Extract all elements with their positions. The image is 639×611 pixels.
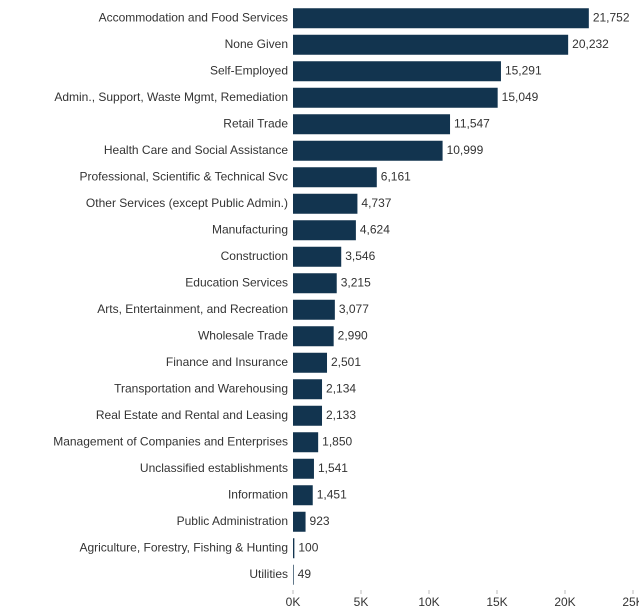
bar [293,87,498,108]
bar [293,485,313,506]
value-label: 923 [310,514,330,528]
value-label: 10,999 [447,143,484,157]
category-label: Real Estate and Rental and Leasing [96,408,288,422]
category-label: Education Services [185,275,288,289]
value-label: 4,737 [361,196,391,210]
value-label: 6,161 [381,169,411,183]
bar [293,379,323,400]
value-label: 1,451 [317,487,347,501]
category-label: Wholesale Trade [198,328,288,342]
bar [293,511,306,532]
bar [293,432,319,453]
value-label: 2,133 [326,408,356,422]
value-label: 2,134 [326,381,356,395]
bar [293,538,295,559]
value-label: 2,990 [338,328,368,342]
x-tick-label: 25K [622,595,639,609]
value-label: 49 [298,567,312,581]
value-label: 1,541 [318,461,348,475]
bar [293,352,328,373]
category-label: Management of Companies and Enterprises [53,434,288,448]
x-tick-label: 15K [486,595,507,609]
bar [293,140,443,161]
value-label: 3,077 [339,302,369,316]
value-label: 4,624 [360,222,390,236]
bar [293,299,335,320]
value-label: 20,232 [572,37,609,51]
bar [293,61,501,82]
value-label: 15,049 [502,90,539,104]
value-label: 11,547 [454,116,490,130]
category-label: Retail Trade [223,116,288,130]
bar [293,220,356,241]
category-label: Self-Employed [210,63,288,77]
value-label: 2,501 [331,355,361,369]
bar [293,458,314,479]
bar [293,34,569,55]
x-tick-label: 10K [418,595,439,609]
category-label: Utilities [249,567,288,581]
bar [293,246,342,267]
category-label: Public Administration [177,514,288,528]
category-label: None Given [225,37,288,51]
category-label: Finance and Insurance [166,355,288,369]
bar [293,114,451,135]
x-tick-label: 20K [554,595,575,609]
bar [293,167,377,188]
bar [293,273,337,294]
category-label: Arts, Entertainment, and Recreation [97,302,288,316]
category-label: Accommodation and Food Services [99,10,288,24]
value-label: 100 [298,540,318,554]
bar [293,405,323,426]
bar [293,8,589,29]
bar [293,326,334,347]
category-label: Health Care and Social Assistance [104,143,288,157]
category-label: Professional, Scientific & Technical Svc [79,169,288,183]
x-tick-label: 5K [354,595,369,609]
category-label: Unclassified establishments [140,461,288,475]
value-label: 1,850 [322,434,352,448]
x-tick-label: 0K [286,595,301,609]
category-label: Information [228,487,288,501]
category-label: Other Services (except Public Admin.) [86,196,288,210]
category-label: Agriculture, Forestry, Fishing & Hunting [79,540,288,554]
bar [293,564,294,585]
category-label: Manufacturing [212,222,288,236]
category-label: Admin., Support, Waste Mgmt, Remediation [54,90,288,104]
category-label: Transportation and Warehousing [114,381,288,395]
value-label: 21,752 [593,10,630,24]
category-label: Construction [221,249,288,263]
value-label: 15,291 [505,63,542,77]
bar [293,193,358,214]
value-label: 3,546 [345,249,375,263]
value-label: 3,215 [341,275,371,289]
